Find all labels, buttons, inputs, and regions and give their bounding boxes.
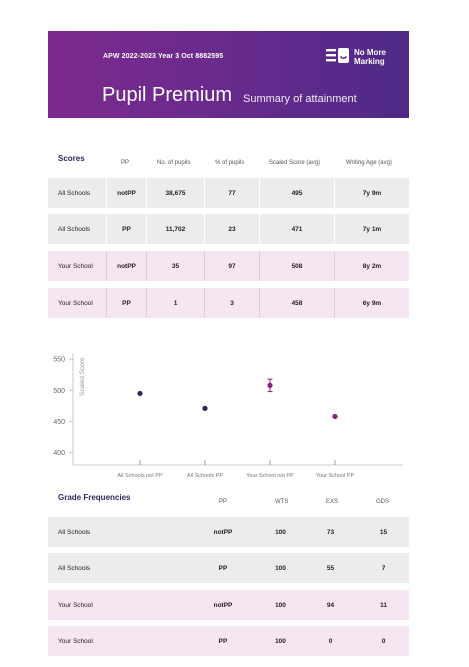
logo-text: No More Marking <box>354 48 386 66</box>
grades-section-title: Grade Frequencies <box>58 493 131 502</box>
row-label: All Schools <box>58 528 91 536</box>
grades-table-row: All Schools notPP 100 73 15 <box>48 517 409 547</box>
scores-table-row: All Schools notPP 38,675 77 495 7y 9m <box>48 178 409 208</box>
score-cell: 458 <box>259 288 334 318</box>
wts-cell: 100 <box>275 637 286 645</box>
grades-col-wts: WTS <box>275 499 289 505</box>
grades-table-row: Your School PP 100 0 0 <box>48 626 409 656</box>
grades-col-exs: EXS <box>326 499 339 505</box>
row-label: Your School <box>58 601 93 609</box>
grades-table-row: Your School notPP 100 94 11 <box>48 590 409 620</box>
scores-col-pct: % of pupils <box>215 160 245 166</box>
data-point <box>267 382 273 388</box>
grades-col-pp: PP <box>219 499 228 505</box>
page-subtitle: Summary of attainment <box>243 93 357 105</box>
pct-cell: 77 <box>204 178 259 208</box>
header-banner: APW 2022-2023 Year 3 Oct 8882595 Pupil P… <box>48 31 409 118</box>
wts-cell: 100 <box>275 528 286 536</box>
age-cell: 6y 9m <box>334 288 409 318</box>
scores-col-pupils: No. of pupils <box>157 160 191 166</box>
pct-cell: 3 <box>204 288 259 318</box>
gds-cell: 15 <box>379 528 388 536</box>
data-point <box>202 405 208 411</box>
y-tick-label: 400 <box>53 450 65 457</box>
age-cell: 7y 9m <box>334 178 409 208</box>
scores-col-score: Scaled Score (avg) <box>269 160 321 166</box>
pp-cell: notPP <box>213 601 233 609</box>
y-tick-label: 550 <box>53 357 65 364</box>
age-cell: 8y 2m <box>334 251 409 281</box>
pp-cell: PP <box>106 214 146 244</box>
y-axis-label: Scaled Score <box>79 357 86 396</box>
wts-cell: 100 <box>275 564 286 572</box>
y-tick-label: 450 <box>53 419 65 426</box>
scores-table-row: Your School notPP 35 97 508 8y 2m <box>48 251 409 281</box>
pp-cell: PP <box>106 288 146 318</box>
gds-cell: 11 <box>380 601 387 609</box>
pp-cell: PP <box>218 637 228 645</box>
gds-cell: 7 <box>381 564 386 572</box>
wts-cell: 100 <box>275 601 286 609</box>
pupils-cell: 1 <box>146 288 204 318</box>
exs-cell: 94 <box>326 601 335 609</box>
exs-cell: 73 <box>326 528 335 536</box>
logo-icon <box>326 48 349 63</box>
age-cell: 7y 1m <box>334 214 409 244</box>
pupils-cell: 11,702 <box>146 214 204 244</box>
pp-cell: notPP <box>106 251 146 281</box>
row-label: Your School <box>58 299 93 307</box>
score-cell: 471 <box>259 214 334 244</box>
x-tick-label: All Schools not PP <box>117 473 163 479</box>
data-point <box>332 413 338 420</box>
pupils-cell: 35 <box>146 251 204 281</box>
page-title: Pupil Premium <box>102 84 233 106</box>
grades-table-row: All Schools PP 100 55 7 <box>48 553 409 583</box>
row-label: All Schools <box>58 189 91 197</box>
scores-table-row: Your School PP 1 3 458 6y 9m <box>48 288 409 318</box>
row-label: Your School <box>58 637 93 645</box>
scores-table-row: All Schools PP 11,702 23 471 7y 1m <box>48 214 409 244</box>
pp-cell: notPP <box>213 528 233 536</box>
pct-cell: 23 <box>204 214 259 244</box>
x-tick-label: All Schools PP <box>187 473 223 479</box>
row-label: All Schools <box>58 564 91 572</box>
row-label: All Schools <box>58 225 91 233</box>
grades-col-gds: GDS <box>376 499 390 505</box>
no-more-marking-logo: No More Marking <box>326 47 396 67</box>
exs-cell: 0 <box>328 637 333 645</box>
scores-col-age: Writing Age (avg) <box>346 160 392 166</box>
score-cell: 508 <box>259 251 334 281</box>
gds-cell: 0 <box>381 637 386 645</box>
pct-cell: 97 <box>204 251 259 281</box>
scaled-score-chart: 400 450 500 550 Scaled Score All Schools not … <box>53 353 403 479</box>
score-cell: 495 <box>259 178 334 208</box>
x-tick-label: Your School PP <box>316 473 355 479</box>
x-tick-label: Your School not PP <box>246 473 294 479</box>
data-point <box>137 390 143 397</box>
y-tick-label: 500 <box>53 388 65 395</box>
scores-col-pp: PP <box>121 160 130 166</box>
pp-cell: notPP <box>106 178 146 208</box>
exs-cell: 55 <box>326 564 335 572</box>
pupils-cell: 38,675 <box>146 178 204 208</box>
report-meta: APW 2022-2023 Year 3 Oct 8882595 <box>103 53 224 60</box>
scores-section-title: Scores <box>58 154 85 163</box>
row-label: Your School <box>58 262 93 270</box>
pp-cell: PP <box>218 564 228 572</box>
